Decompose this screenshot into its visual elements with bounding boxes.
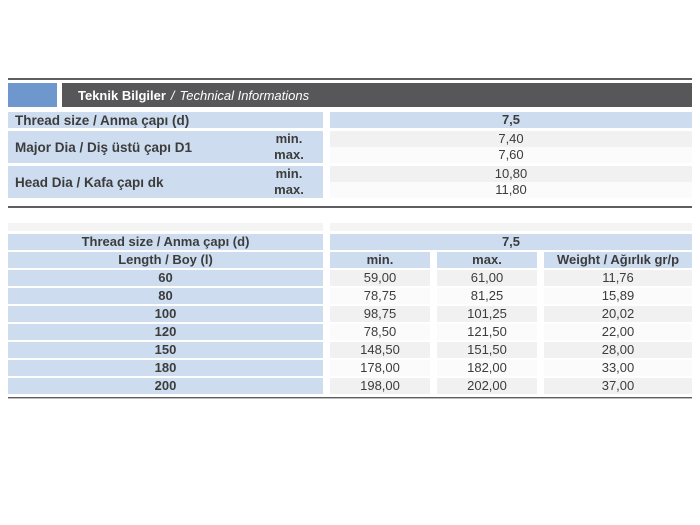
max-value: 61,00 [437,270,537,286]
spec-value-cell: 7,40 7,60 [330,131,692,163]
major-dia-label: Major Dia / Diş üstü çapı D1 [15,139,193,155]
section-title-turkish: Teknik Bilgiler [78,87,166,103]
size-row-60: 60 59,00 61,00 11,76 [8,270,692,286]
length-value: 80 [8,288,323,304]
top-divider-line [8,78,692,80]
size-row-100: 100 98,75 101,25 20,02 [8,306,692,322]
spec-row-head-dia: Head Dia / Kafa çapı dk min. max. 10,80 … [8,166,692,198]
size-table-thread-header-row: Thread size / Anma çapı (d) 7,5 [8,234,692,250]
length-value: 180 [8,360,323,376]
spec-label-cell: Thread size / Anma çapı (d) [8,112,323,128]
weight-value: 28,00 [544,342,692,358]
min-value: 148,50 [330,342,430,358]
head-dia-max-value: 11,80 [330,182,692,198]
head-dia-label: Head Dia / Kafa çapı dk [15,174,164,190]
max-column-header: max. [437,252,537,268]
major-dia-min-value: 7,40 [330,131,692,147]
max-value: 121,50 [437,324,537,340]
weight-value: 20,02 [544,306,692,322]
weight-value: 11,76 [544,270,692,286]
size-table: Thread size / Anma çapı (d) 7,5 Length /… [8,234,692,396]
weight-value: 22,00 [544,324,692,340]
size-table-column-header-row: Length / Boy (l) min. max. Weight / Ağır… [8,252,692,268]
spacer-left-segment [8,223,323,231]
min-label: min. [275,131,303,146]
thread-size-value: 7,5 [330,112,692,128]
spec-table: Thread size / Anma çapı (d) 7,5 Major Di… [8,112,692,201]
min-value: 98,75 [330,306,430,322]
spec-label-cell: Major Dia / Diş üstü çapı D1 min. max. [8,131,323,163]
size-row-200: 200 198,00 202,00 37,00 [8,378,692,394]
max-label: max. [274,147,304,162]
max-value: 151,50 [437,342,537,358]
min-column-header: min. [330,252,430,268]
accent-square [8,83,57,107]
section-title: Teknik Bilgiler / Technical Informations [62,83,692,107]
section-title-english: Technical Informations [179,87,310,103]
spec-row-thread-size: Thread size / Anma çapı (d) 7,5 [8,112,692,128]
section-title-bar: Teknik Bilgiler / Technical Informations [8,83,692,107]
weight-value: 33,00 [544,360,692,376]
section-title-separator: / [170,87,175,103]
spec-row-major-dia: Major Dia / Diş üstü çapı D1 min. max. 7… [8,131,692,163]
weight-value: 15,89 [544,288,692,304]
min-value: 59,00 [330,270,430,286]
length-value: 100 [8,306,323,322]
max-label: max. [274,182,304,197]
thread-size-header-label: Thread size / Anma çapı (d) [8,234,323,250]
min-value: 198,00 [330,378,430,394]
min-value: 78,50 [330,324,430,340]
size-row-80: 80 78,75 81,25 15,89 [8,288,692,304]
thread-size-header-value: 7,5 [330,234,692,250]
head-dia-subcolumn: min. max. [255,166,323,198]
max-value: 81,25 [437,288,537,304]
weight-column-header: Weight / Ağırlık gr/p [544,252,692,268]
length-value: 150 [8,342,323,358]
spec-table-bottom-line [8,206,692,208]
thread-size-label: Thread size / Anma çapı (d) [15,112,190,128]
major-dia-max-value: 7,60 [330,147,692,163]
length-value: 60 [8,270,323,286]
size-row-120: 120 78,50 121,50 22,00 [8,324,692,340]
size-table-bottom-line [8,397,692,399]
spec-label-cell: Head Dia / Kafa çapı dk min. max. [8,166,323,198]
size-row-180: 180 178,00 182,00 33,00 [8,360,692,376]
spacer-row [8,223,692,231]
max-value: 202,00 [437,378,537,394]
min-label: min. [275,166,303,181]
length-column-header: Length / Boy (l) [8,252,323,268]
spec-value-cell: 10,80 11,80 [330,166,692,198]
max-value: 101,25 [437,306,537,322]
min-value: 178,00 [330,360,430,376]
spacer-right-segment [330,223,692,231]
length-value: 120 [8,324,323,340]
major-dia-subcolumn: min. max. [255,131,323,163]
max-value: 182,00 [437,360,537,376]
size-row-150: 150 148,50 151,50 28,00 [8,342,692,358]
head-dia-min-value: 10,80 [330,166,692,182]
min-value: 78,75 [330,288,430,304]
length-value: 200 [8,378,323,394]
spec-value-cell: 7,5 [330,112,692,128]
weight-value: 37,00 [544,378,692,394]
